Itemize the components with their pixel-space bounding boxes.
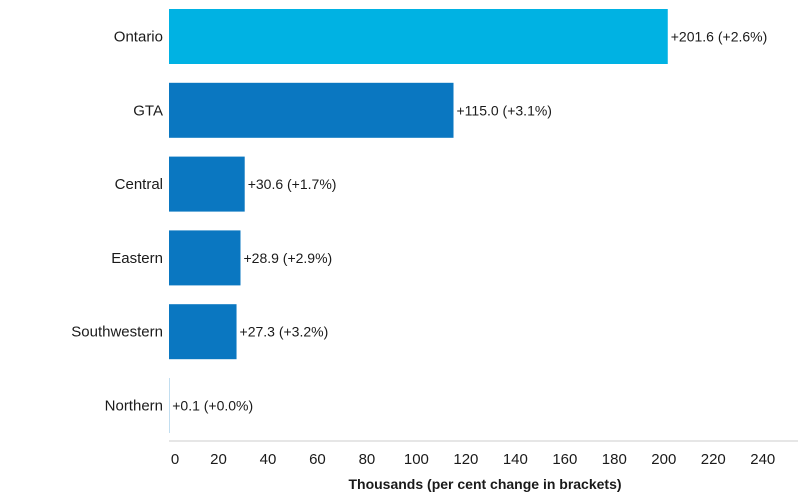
category-label-gta: GTA [133, 102, 163, 119]
bar-southwestern [169, 304, 237, 360]
bar-ontario [169, 9, 668, 64]
value-label-gta: +115.0 (+3.1%) [457, 102, 552, 118]
value-label-northern: +0.1 (+0.0%) [172, 398, 253, 414]
bar-central [169, 156, 245, 212]
x-tick-label-220: 220 [701, 451, 726, 468]
x-tick-label-240: 240 [750, 451, 775, 468]
x-tick-label-20: 20 [210, 451, 227, 468]
x-tick-label-100: 100 [404, 451, 429, 468]
x-tick-label-160: 160 [552, 451, 577, 468]
x-tick-label-200: 200 [651, 451, 676, 468]
category-label-northern: Northern [105, 398, 163, 415]
x-ticks-group: 0 20 40 60 80 100 120 140 160 180 200 220 240 [171, 451, 775, 468]
x-axis-title: Thousands (per cent change in brackets) [348, 476, 621, 492]
x-tick-label-180: 180 [602, 451, 627, 468]
x-tick-label-40: 40 [260, 451, 277, 468]
value-label-ontario: +201.6 (+2.6%) [671, 29, 768, 45]
x-tick-label-0: 0 [171, 451, 179, 468]
category-label-ontario: Ontario [114, 29, 163, 46]
category-label-eastern: Eastern [111, 250, 163, 267]
value-label-southwestern: +27.3 (+3.2%) [240, 324, 329, 340]
value-label-central: +30.6 (+1.7%) [248, 176, 337, 192]
x-tick-label-140: 140 [503, 451, 528, 468]
category-label-southwestern: Southwestern [71, 324, 163, 341]
bar-eastern [169, 230, 241, 286]
bar-gta [169, 82, 454, 138]
bars-group: Ontario +201.6 (+2.6%) GTA +115.0 (+3.1%) Ce… [71, 9, 767, 433]
x-tick-label-120: 120 [453, 451, 478, 468]
category-label-central: Central [115, 176, 163, 193]
x-tick-label-80: 80 [359, 451, 376, 468]
value-label-eastern: +28.9 (+2.9%) [243, 250, 332, 266]
x-tick-label-60: 60 [309, 451, 326, 468]
